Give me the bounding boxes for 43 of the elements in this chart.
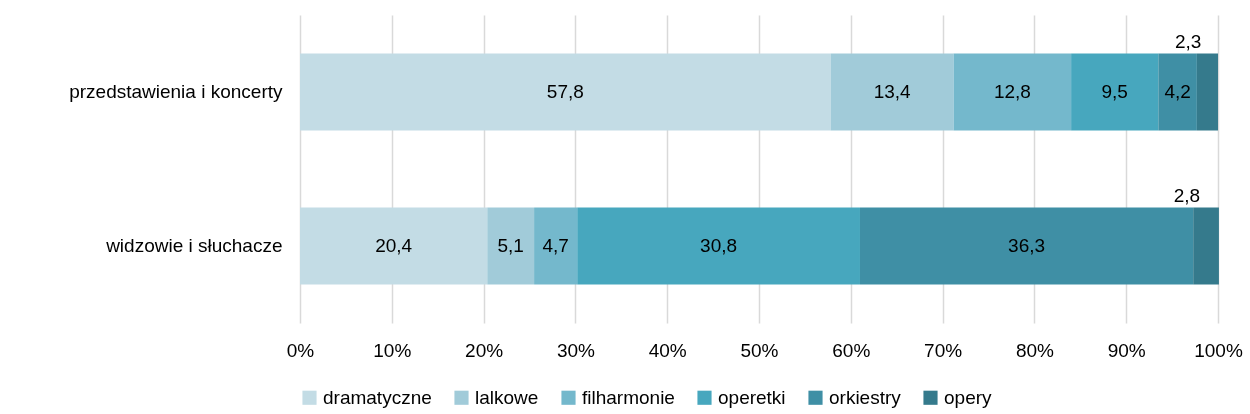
bar — [534, 207, 578, 285]
x-tick-label: 30% — [556, 339, 596, 361]
legend-label: orkiestry — [829, 386, 902, 408]
data-label: 5,1 — [497, 235, 524, 256]
bar — [300, 207, 488, 285]
data-label: 57,8 — [546, 81, 584, 102]
y-tick-label: widzowie i słuchacze — [105, 235, 283, 256]
x-tick-label: 90% — [1107, 339, 1146, 361]
data-label: 4,2 — [1164, 81, 1191, 102]
legend-label: operetki — [718, 386, 786, 408]
legend-label: filharmonie — [582, 386, 675, 408]
y-tick-label: przedstawienia i koncerty — [69, 81, 283, 102]
bar — [1158, 53, 1197, 131]
x-tick-label: 80% — [1015, 339, 1055, 361]
legend-label: lalkowe — [475, 386, 539, 408]
bar — [859, 207, 1194, 285]
data-label: 2,8 — [1173, 185, 1201, 206]
bar — [1196, 53, 1218, 131]
x-tick-label: 50% — [740, 339, 779, 361]
data-label: 20,4 — [375, 235, 413, 256]
data-label: 12,8 — [993, 81, 1031, 102]
x-tick-label: 0% — [286, 339, 315, 361]
x-tick-label: 70% — [924, 339, 963, 361]
data-label: 30,8 — [700, 235, 738, 256]
data-label: 4,7 — [542, 235, 569, 256]
x-tick-label: 60% — [832, 339, 871, 361]
bar — [953, 53, 1072, 131]
bar — [487, 207, 535, 285]
legend-label: opery — [944, 386, 993, 408]
x-tick-label: 20% — [465, 339, 504, 361]
bar — [300, 53, 831, 131]
data-label: 9,5 — [1101, 81, 1128, 102]
data-label: 2,3 — [1175, 31, 1202, 52]
x-tick-label: 10% — [373, 339, 412, 361]
data-label: 13,4 — [873, 81, 912, 102]
bar — [1071, 53, 1159, 131]
x-tick-label: 100% — [1194, 339, 1243, 361]
bar — [830, 53, 954, 131]
data-label: 36,3 — [1008, 235, 1046, 256]
legend-label: dramatyczne — [323, 386, 432, 408]
x-tick-label: 40% — [648, 339, 687, 361]
bar — [577, 207, 860, 285]
bar — [1193, 207, 1219, 285]
